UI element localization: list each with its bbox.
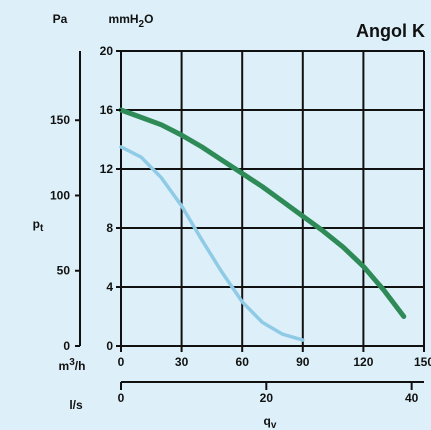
mmh2o-tick-label-2: 8: [106, 221, 113, 235]
mmh2o-unit-label: mmH2O: [109, 12, 154, 30]
mmh2o-unit-sub: 2: [139, 19, 145, 30]
m3h-unit-base: m: [59, 359, 70, 373]
m3h-tick-label-4: 120: [353, 355, 373, 369]
m3h-tick-label-0: 0: [118, 355, 125, 369]
mmh2o-tick-label-1: 4: [106, 280, 113, 294]
mmh2o-unit-tail: O: [144, 12, 153, 26]
pa-tick-label-0: 0: [63, 339, 70, 353]
mmh2o-tick-label-0: 0: [106, 339, 113, 353]
pa-unit-label: Pa: [53, 12, 68, 26]
ls-tick-label-1: 20: [260, 391, 274, 405]
ls-unit-label: l/s: [69, 398, 83, 412]
ls-axis: 0 20 40: [118, 381, 424, 405]
ls-tick-label-0: 0: [118, 391, 125, 405]
mmh2o-tick-label-4: 16: [100, 103, 114, 117]
ls-tick-label-2: 40: [405, 391, 419, 405]
mmh2o-tick-label-5: 20: [100, 44, 114, 58]
pa-axis: 0 50 100 150: [50, 51, 81, 353]
x-axis-label-main: q: [264, 414, 271, 428]
m3h-tick-label-1: 30: [175, 355, 189, 369]
y-axis-label-sub: t: [40, 223, 44, 234]
y-axis-label: pt: [33, 217, 44, 234]
m3h-tick-label-2: 60: [236, 355, 250, 369]
pa-tick-label-1: 50: [57, 264, 71, 278]
pa-tick-label-2: 100: [50, 188, 70, 202]
tick-labels: 0 4 8 12 16 20 0 30 60 90 120 150: [100, 44, 431, 369]
x-axis-label-sub: v: [271, 420, 277, 430]
m3h-unit-sup: 3: [69, 357, 75, 368]
m3h-tick-label-3: 90: [296, 355, 310, 369]
series-lines: [118, 107, 407, 342]
m3h-tick-label-5: 150: [414, 355, 431, 369]
chart-title: Angol K: [356, 21, 425, 41]
grid-lines: [120, 50, 425, 347]
pa-tick-label-3: 150: [50, 113, 70, 127]
x-axis-label: qv: [264, 414, 277, 430]
mmh2o-tick-label-3: 12: [100, 162, 114, 176]
series-line-2: [119, 145, 305, 342]
y-axis-label-main: p: [33, 217, 40, 231]
m3h-unit-label: m3/h: [59, 357, 86, 373]
series-line-1: [118, 107, 407, 319]
mmh2o-unit-base: mmH: [109, 12, 139, 26]
m3h-unit-tail: /h: [75, 359, 86, 373]
